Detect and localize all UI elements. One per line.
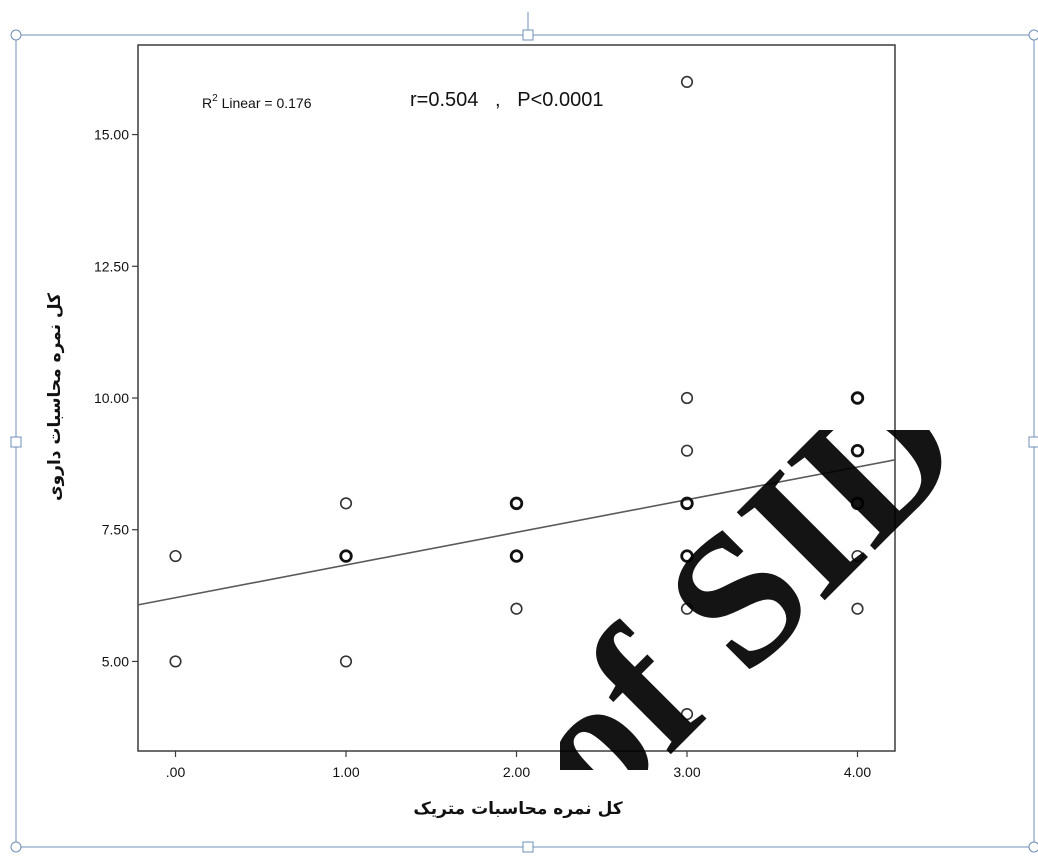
x-tick-label: .00 xyxy=(166,764,186,780)
x-tick-label: 2.00 xyxy=(503,764,530,780)
data-point xyxy=(680,391,694,405)
data-point xyxy=(850,443,865,458)
x-tick-label: 4.00 xyxy=(844,764,871,780)
resize-handle-top-left[interactable] xyxy=(10,29,22,41)
y-tick-label: 12.50 xyxy=(94,258,129,274)
data-point xyxy=(339,655,353,668)
x-axis-title: کل نمره محاسبات متریک xyxy=(413,799,622,819)
data-point xyxy=(169,549,182,563)
fit-line xyxy=(137,459,896,606)
data-point xyxy=(509,496,524,511)
y-axis-title: کل نمره محاسبات داروی xyxy=(45,293,65,501)
data-point xyxy=(850,391,865,405)
resize-handle-top[interactable] xyxy=(522,29,534,41)
y-axis: 5.00 7.50 10.00 12.50 15.00 xyxy=(94,127,138,669)
y-tick-label: 15.00 xyxy=(94,127,129,143)
data-point xyxy=(680,75,694,88)
data-point xyxy=(509,549,524,563)
resize-handle-bottom-left[interactable] xyxy=(10,841,22,853)
x-tick-label: 3.00 xyxy=(673,764,700,780)
selection-frame[interactable] xyxy=(10,12,1038,853)
data-point xyxy=(680,444,694,457)
resize-handle-top-right[interactable] xyxy=(1028,29,1038,41)
data-point xyxy=(851,602,864,615)
data-point xyxy=(339,549,353,563)
data-point xyxy=(850,496,865,511)
data-point xyxy=(680,496,694,511)
resize-handle-left[interactable] xyxy=(10,436,22,448)
r-squared-annotation: R2 Linear = 0.176 xyxy=(202,93,312,111)
x-axis: .00 1.00 2.00 3.00 4.00 xyxy=(166,751,871,780)
data-point xyxy=(680,549,694,563)
resize-handle-bottom[interactable] xyxy=(522,841,534,853)
y-tick-label: 5.00 xyxy=(102,653,129,669)
y-tick-label: 7.50 xyxy=(102,522,129,538)
data-point xyxy=(339,497,353,510)
data-point xyxy=(851,549,864,563)
x-tick-label: 1.00 xyxy=(332,764,359,780)
resize-handle-bottom-right[interactable] xyxy=(1028,841,1038,853)
data-point xyxy=(680,602,694,615)
plot-area xyxy=(137,44,896,752)
resize-handle-right[interactable] xyxy=(1028,436,1038,448)
correlation-annotation: r=0.504 , P<0.0001 xyxy=(410,89,603,111)
y-tick-label: 10.00 xyxy=(94,390,129,406)
data-point xyxy=(510,602,523,615)
data-point xyxy=(680,708,694,721)
data-point xyxy=(169,655,182,668)
